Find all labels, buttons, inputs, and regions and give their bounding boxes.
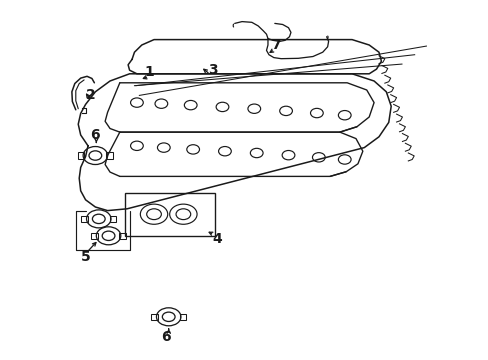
Text: 4: 4	[212, 233, 222, 246]
Text: 6: 6	[90, 128, 100, 142]
Text: 7: 7	[271, 38, 281, 52]
Bar	[78, 152, 84, 159]
Bar	[106, 152, 113, 159]
Text: 1: 1	[144, 65, 154, 79]
Bar	[124, 193, 215, 236]
Bar	[151, 314, 158, 320]
Text: 6: 6	[161, 330, 171, 343]
Text: 2: 2	[85, 89, 95, 102]
Bar	[109, 216, 116, 222]
Bar	[91, 233, 98, 239]
Bar	[179, 314, 186, 320]
Bar	[119, 233, 126, 239]
Text: 3: 3	[207, 63, 217, 77]
Bar	[81, 216, 88, 222]
Text: 5: 5	[81, 251, 90, 264]
